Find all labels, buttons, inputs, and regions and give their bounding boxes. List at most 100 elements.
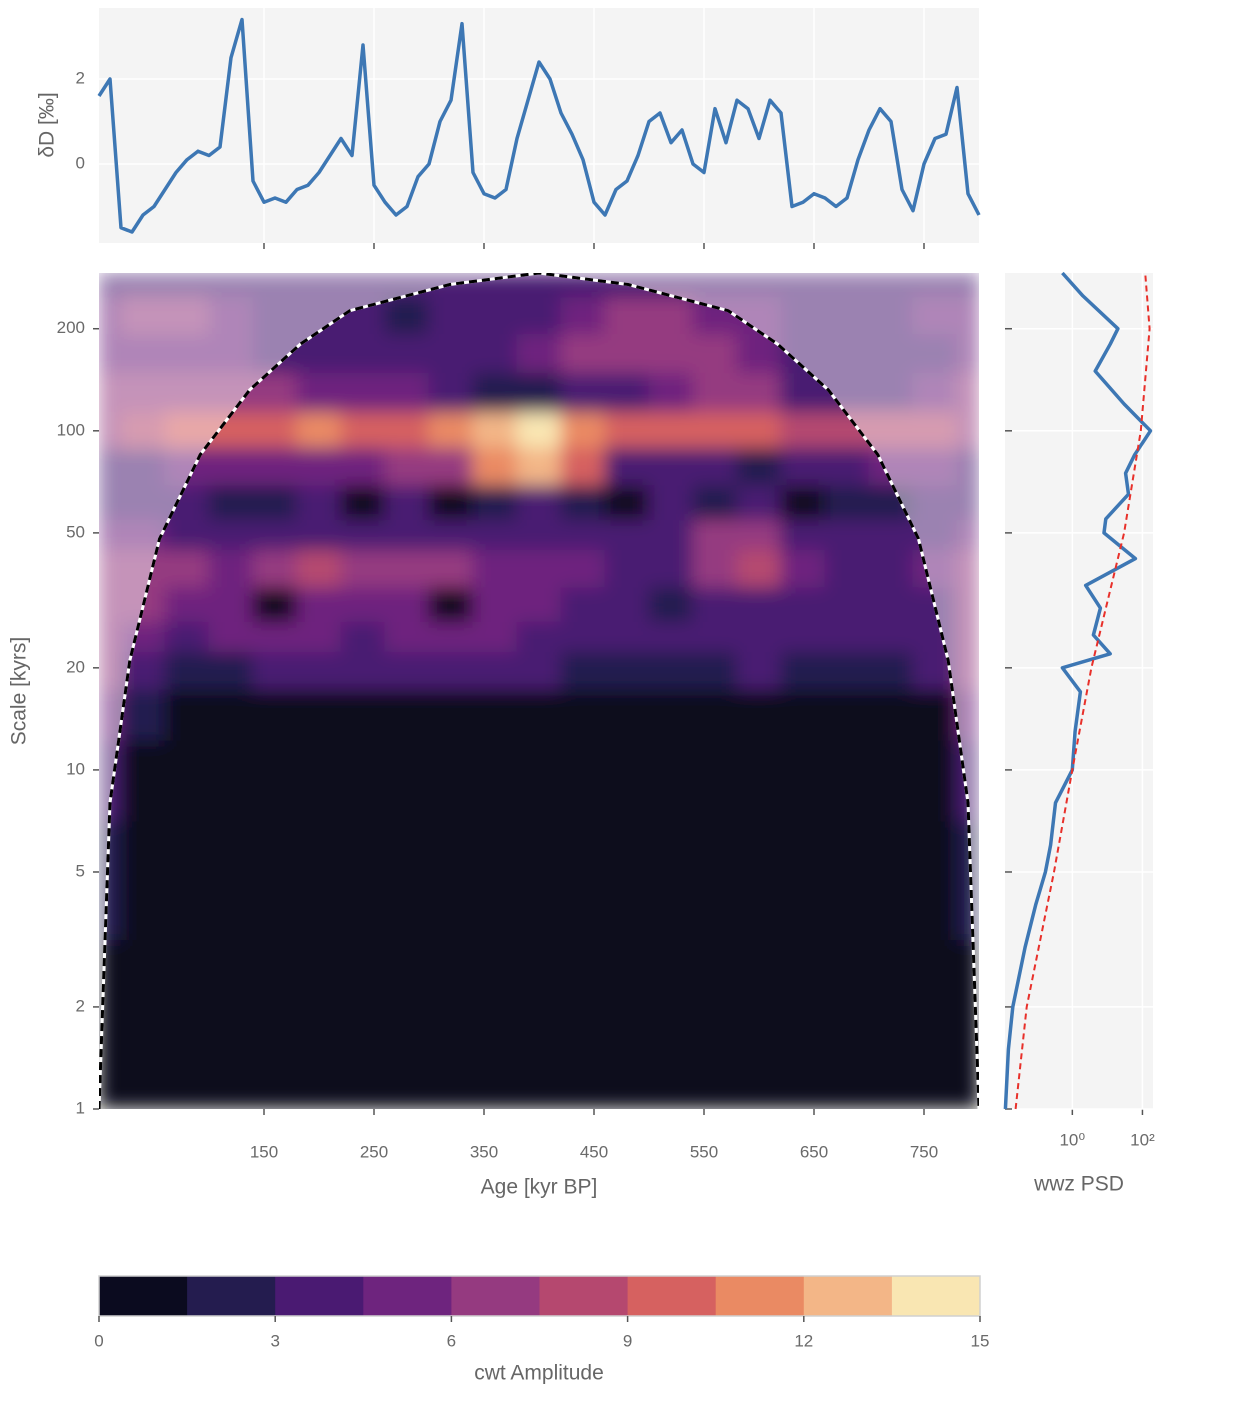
heatmap-cell xyxy=(516,621,562,652)
heatmap-cell xyxy=(956,688,979,741)
heatmap-cell xyxy=(912,273,958,298)
heatmap-cell xyxy=(780,410,826,448)
heatmap-cell xyxy=(472,484,518,520)
heatmap-cell xyxy=(384,688,430,741)
y-tick-label: 200 xyxy=(57,318,85,337)
heatmap-cell xyxy=(560,820,606,940)
heatmap-cell xyxy=(99,484,122,520)
heatmap-cell xyxy=(120,446,166,486)
heatmap-cell xyxy=(296,484,342,520)
heatmap-cell xyxy=(120,371,166,412)
heatmap-cell xyxy=(340,518,386,550)
heatmap-cell xyxy=(99,518,122,550)
heatmap-cell xyxy=(472,938,518,1059)
heatmap-cell xyxy=(736,739,782,822)
heatmap-cell xyxy=(692,548,738,588)
heatmap-cell xyxy=(208,739,254,822)
heatmap-cell xyxy=(120,273,166,298)
heatmap-cell xyxy=(120,688,166,741)
heatmap-cell xyxy=(164,296,210,335)
heatmap-cell xyxy=(120,296,166,335)
heatmap-cell xyxy=(780,446,826,486)
heatmap-cell xyxy=(99,333,122,373)
heatmap-cell xyxy=(99,410,122,448)
heatmap-cell xyxy=(692,518,738,550)
heatmap-cell xyxy=(472,1057,518,1109)
heatmap-cell xyxy=(692,688,738,741)
heatmap-cell xyxy=(208,938,254,1059)
psd-x-label: wwz PSD xyxy=(1033,1173,1124,1196)
heatmap-cell xyxy=(648,484,694,520)
heatmap-cell xyxy=(208,820,254,940)
heatmap-cell xyxy=(736,371,782,412)
y-tick-label: 2 xyxy=(76,996,85,1015)
heatmap-cell xyxy=(428,371,474,412)
heatmap-cell xyxy=(648,586,694,623)
heatmap-cell xyxy=(824,688,870,741)
heatmap-cell xyxy=(384,650,430,690)
heatmap-cell xyxy=(516,938,562,1059)
heatmap-cell xyxy=(736,650,782,690)
heatmap-cell xyxy=(824,484,870,520)
heatmap-cell xyxy=(340,484,386,520)
heatmap-cell xyxy=(164,333,210,373)
heatmap-cell xyxy=(428,621,474,652)
heatmap-cell xyxy=(164,938,210,1059)
heatmap-cell xyxy=(912,739,958,822)
heatmap-cell xyxy=(912,621,958,652)
y-tick-label: 5 xyxy=(76,861,85,880)
heatmap-cell xyxy=(868,650,914,690)
heatmap-cell xyxy=(252,296,298,335)
heatmap-cell xyxy=(296,446,342,486)
heatmap-cell xyxy=(472,548,518,588)
heatmap-cell xyxy=(472,410,518,448)
heatmap-cell xyxy=(824,621,870,652)
heatmap-cell xyxy=(560,586,606,623)
heatmap-cell xyxy=(604,938,650,1059)
heatmap-cell xyxy=(868,688,914,741)
heatmap-cell xyxy=(648,621,694,652)
heatmap-cell xyxy=(736,273,782,298)
heatmap-cell xyxy=(428,586,474,623)
heatmap-cell xyxy=(868,371,914,412)
heatmap-cell xyxy=(780,650,826,690)
heatmap-cell xyxy=(120,1057,166,1109)
heatmap-cell xyxy=(604,650,650,690)
heatmap-cell xyxy=(340,548,386,588)
heatmap-cell xyxy=(340,273,386,298)
heatmap-cell xyxy=(208,333,254,373)
colorbar-segment xyxy=(891,1276,981,1316)
heatmap-cell xyxy=(252,410,298,448)
heatmap-cell xyxy=(560,621,606,652)
heatmap-cell xyxy=(692,484,738,520)
heatmap-cell xyxy=(296,586,342,623)
heatmap-cell xyxy=(384,820,430,940)
heatmap-cell xyxy=(868,1057,914,1109)
heatmap-cell xyxy=(604,518,650,550)
heatmap-cell xyxy=(99,548,122,588)
heatmap-cell xyxy=(99,621,122,652)
timeseries-background xyxy=(99,8,979,243)
colorbar-tick-label: 6 xyxy=(447,1331,456,1350)
heatmap-cell xyxy=(604,688,650,741)
heatmap-cell xyxy=(120,484,166,520)
heatmap-cell xyxy=(252,621,298,652)
heatmap-cell xyxy=(164,650,210,690)
heatmap-cell xyxy=(340,446,386,486)
heatmap-cell xyxy=(340,739,386,822)
heatmap-cell xyxy=(560,1057,606,1109)
heatmap-cell xyxy=(736,820,782,940)
heatmap-cell xyxy=(956,484,979,520)
colorbar-segment xyxy=(627,1276,717,1316)
heatmap-cell xyxy=(912,371,958,412)
heatmap-cell xyxy=(648,1057,694,1109)
heatmap-cell xyxy=(692,820,738,940)
heatmap-cell xyxy=(868,820,914,940)
heatmap-cell xyxy=(736,518,782,550)
heatmap-cell xyxy=(252,739,298,822)
heatmap-cell xyxy=(912,296,958,335)
heatmap-cell xyxy=(516,650,562,690)
heatmap-cell xyxy=(296,518,342,550)
heatmap-cell xyxy=(516,820,562,940)
heatmap-cell xyxy=(340,621,386,652)
